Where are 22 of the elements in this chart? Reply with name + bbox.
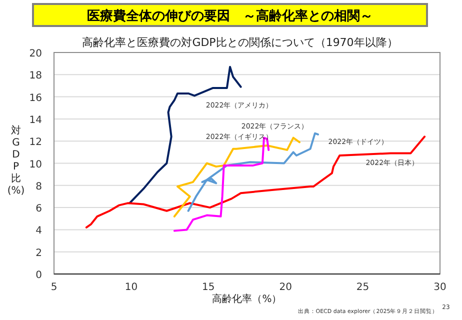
line-series <box>187 132 320 212</box>
x-tick-label: 30 <box>434 282 446 293</box>
y-tick-label: 18 <box>29 70 42 82</box>
x-tick-label: 25 <box>356 282 370 293</box>
y-tick-label: 10 <box>29 159 42 170</box>
chart-subtitle: 高齢化率と医療費の対GDP比との関係について（1970年以降） <box>82 36 398 49</box>
y-tick-label: 20 <box>29 48 42 60</box>
y-tick-label: 16 <box>29 92 42 104</box>
x-tick-label: 15 <box>202 282 215 293</box>
y-tick-label: 12 <box>29 137 42 148</box>
y-tick-label: 6 <box>36 204 42 215</box>
y-tick-label: 0 <box>36 270 42 281</box>
y-tick-label: 8 <box>36 181 42 192</box>
y-tick-label: 4 <box>36 226 42 237</box>
x-tick-label: 20 <box>279 282 292 293</box>
y-axis-title: 対GDP比(%) <box>7 124 25 196</box>
x-axis-title: 高齢化率（%） <box>212 293 282 305</box>
chart-title: 医療費全体の伸びの要因 ～高齢化率との相関～ <box>87 8 373 24</box>
x-tick-label: 5 <box>50 282 58 293</box>
x-tick-label: 10 <box>124 282 138 293</box>
y-tick-label: 2 <box>36 248 42 259</box>
y-tick-label: 14 <box>29 114 42 126</box>
